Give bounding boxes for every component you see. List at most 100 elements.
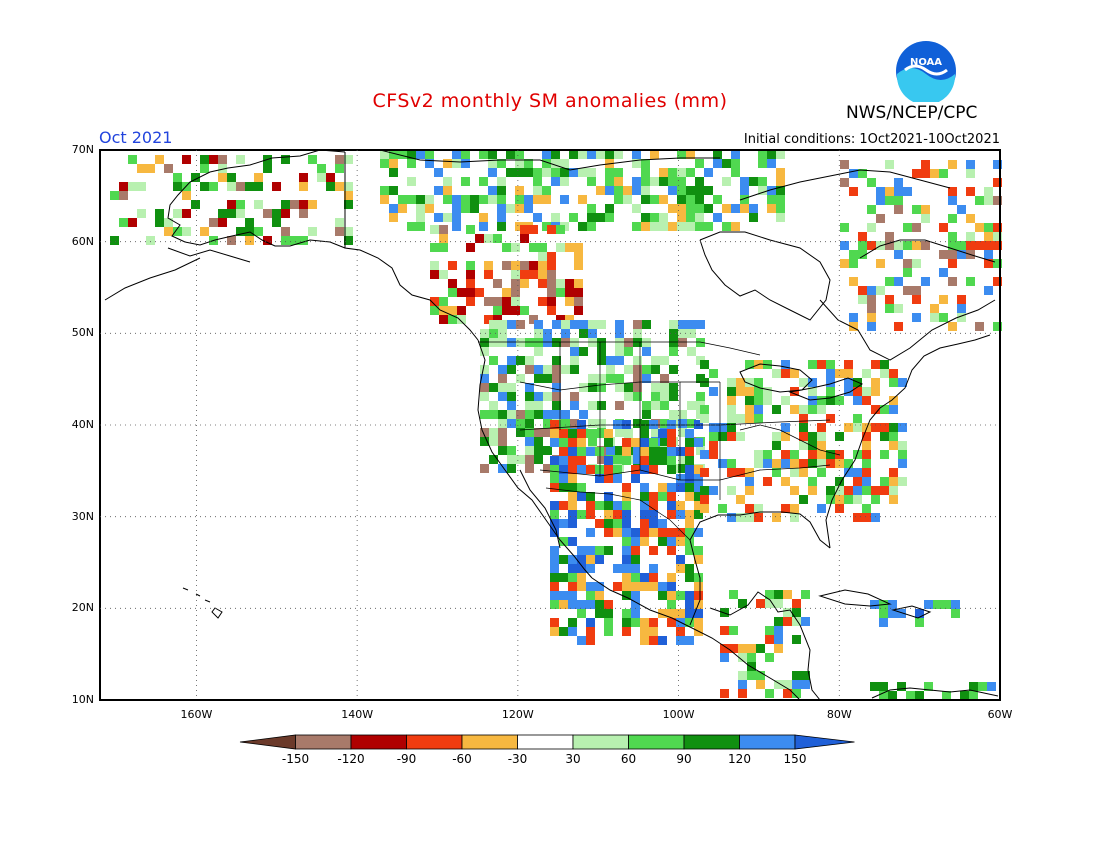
anomaly-cell bbox=[667, 618, 676, 627]
colorbar-tick-label: -120 bbox=[337, 752, 365, 766]
anomaly-cell bbox=[727, 486, 736, 495]
anomaly-cell bbox=[808, 405, 817, 414]
anomaly-cell bbox=[534, 365, 543, 374]
anomaly-cell bbox=[685, 528, 694, 537]
anomaly-cell bbox=[894, 196, 903, 205]
anomaly-cell bbox=[749, 204, 758, 213]
anomaly-cell bbox=[966, 169, 975, 178]
anomaly-cell bbox=[516, 338, 525, 347]
anomaly-cell bbox=[416, 222, 425, 231]
anomaly-cell bbox=[452, 204, 461, 213]
anomaly-cell bbox=[826, 369, 835, 378]
anomaly-cell bbox=[894, 304, 903, 313]
anomaly-cell bbox=[767, 150, 776, 159]
anomaly-cell bbox=[700, 495, 709, 504]
anomaly-cell bbox=[452, 222, 461, 231]
anomaly-cell bbox=[605, 177, 614, 186]
anomaly-cell bbox=[879, 682, 888, 691]
anomaly-cell bbox=[209, 155, 218, 164]
anomaly-cell bbox=[649, 438, 658, 447]
anomaly-cell bbox=[488, 150, 497, 159]
anomaly-cell bbox=[718, 459, 727, 468]
anomaly-cell bbox=[489, 455, 498, 464]
anomaly-cell bbox=[577, 600, 586, 609]
anomaly-cell bbox=[640, 573, 649, 582]
anomaly-cell bbox=[457, 288, 466, 297]
anomaly-cell bbox=[649, 519, 658, 528]
anomaly-cell bbox=[550, 501, 559, 510]
anomaly-cell bbox=[677, 195, 686, 204]
anomaly-cell bbox=[335, 182, 344, 191]
anomaly-cell bbox=[722, 177, 731, 186]
anomaly-cell bbox=[534, 401, 543, 410]
anomaly-cell bbox=[912, 169, 921, 178]
anomaly-cell bbox=[700, 360, 709, 369]
anomaly-cell bbox=[894, 187, 903, 196]
anomaly-cell bbox=[736, 387, 745, 396]
anomaly-cell bbox=[659, 213, 668, 222]
anomaly-cell bbox=[497, 186, 506, 195]
anomaly-cell bbox=[281, 236, 290, 245]
anomaly-cell bbox=[596, 213, 605, 222]
anomaly-cell bbox=[615, 347, 624, 356]
anomaly-cell bbox=[915, 691, 924, 700]
anomaly-cell bbox=[586, 555, 595, 564]
anomaly-cell bbox=[862, 459, 871, 468]
anomaly-cell bbox=[559, 429, 568, 438]
anomaly-cell bbox=[695, 195, 704, 204]
anomaly-cell bbox=[507, 410, 516, 419]
anomaly-cell bbox=[888, 691, 897, 700]
anomaly-cell bbox=[552, 356, 561, 365]
anomaly-cell bbox=[754, 387, 763, 396]
anomaly-cell bbox=[624, 365, 633, 374]
anomaly-cell bbox=[667, 429, 676, 438]
anomaly-cell bbox=[452, 195, 461, 204]
anomaly-cell bbox=[633, 383, 642, 392]
anomaly-cell bbox=[622, 591, 631, 600]
anomaly-cell bbox=[439, 225, 448, 234]
anomaly-cell bbox=[587, 150, 596, 159]
anomaly-cell bbox=[658, 447, 667, 456]
anomaly-cell bbox=[745, 378, 754, 387]
anomaly-cell bbox=[559, 501, 568, 510]
anomaly-cell bbox=[660, 419, 669, 428]
anomaly-cell bbox=[658, 492, 667, 501]
anomaly-cell bbox=[640, 429, 649, 438]
anomaly-cell bbox=[595, 501, 604, 510]
anomaly-cell bbox=[245, 227, 254, 236]
anomaly-cell bbox=[957, 295, 966, 304]
anomaly-cell bbox=[915, 618, 924, 627]
anomaly-cell bbox=[173, 173, 182, 182]
anomaly-cell bbox=[948, 187, 957, 196]
anomaly-cell bbox=[849, 322, 858, 331]
anomaly-cell bbox=[727, 405, 736, 414]
anomaly-cell bbox=[344, 155, 353, 164]
anomaly-cell bbox=[745, 405, 754, 414]
anomaly-cell bbox=[577, 555, 586, 564]
anomaly-cell bbox=[700, 414, 709, 423]
anomaly-cell bbox=[781, 369, 790, 378]
anomaly-cell bbox=[984, 232, 993, 241]
anomaly-cell bbox=[574, 252, 583, 261]
anomaly-cell bbox=[790, 450, 799, 459]
anomaly-cell bbox=[871, 495, 880, 504]
anomaly-cell bbox=[817, 468, 826, 477]
anomaly-cell bbox=[579, 383, 588, 392]
anomaly-cell bbox=[641, 186, 650, 195]
anomaly-cell bbox=[552, 401, 561, 410]
anomaly-cell bbox=[858, 295, 867, 304]
anomaly-cell bbox=[281, 227, 290, 236]
anomaly-cell bbox=[507, 446, 516, 455]
anomaly-cell bbox=[604, 600, 613, 609]
anomaly-cell bbox=[155, 218, 164, 227]
anomaly-cell bbox=[552, 410, 561, 419]
anomaly-cell bbox=[844, 459, 853, 468]
anomaly-cell bbox=[398, 204, 407, 213]
anomaly-cell bbox=[889, 486, 898, 495]
anomaly-cell bbox=[489, 428, 498, 437]
anomaly-cell bbox=[966, 241, 975, 250]
anomaly-cell bbox=[574, 243, 583, 252]
anomaly-cell bbox=[640, 510, 649, 519]
colorbar-arrow-high bbox=[794, 734, 855, 750]
anomaly-cell bbox=[667, 609, 676, 618]
